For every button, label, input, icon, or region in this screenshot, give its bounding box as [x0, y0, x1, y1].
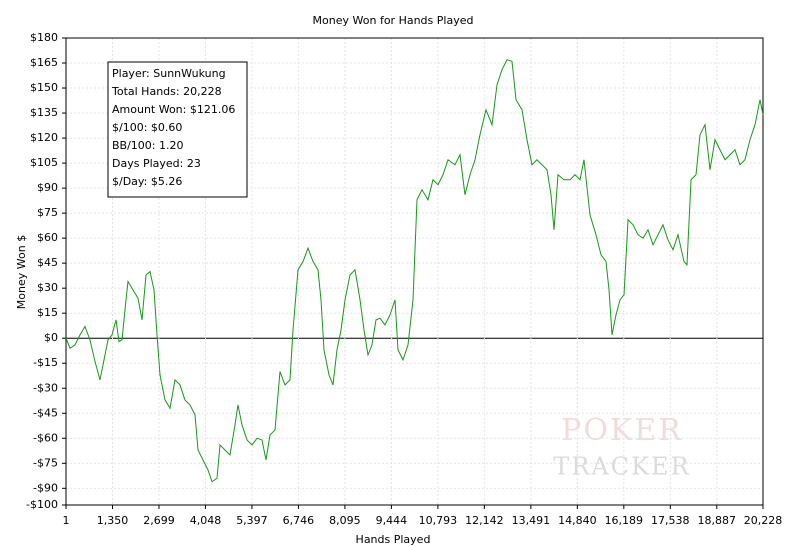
y-tick-label: $0: [44, 331, 58, 344]
info-line: $/100: $0.60: [112, 121, 182, 134]
y-tick-label: -$100: [26, 498, 58, 511]
x-tick-label: 2,699: [143, 514, 175, 527]
x-tick-label: 17,538: [651, 514, 690, 527]
x-tick-label: 16,189: [605, 514, 644, 527]
x-tick-label: 1: [63, 514, 70, 527]
x-tick-label: 10,793: [419, 514, 458, 527]
watermark: POKER TRACKER: [553, 413, 690, 481]
y-tick-label: -$60: [33, 431, 58, 444]
x-tick-label: 5,397: [236, 514, 268, 527]
x-axis-label: Hands Played: [356, 533, 431, 546]
x-tick-label: 4,048: [190, 514, 222, 527]
y-tick-label: $135: [30, 106, 58, 119]
y-tick-label: $60: [37, 231, 58, 244]
x-tick-label: 1,350: [97, 514, 129, 527]
y-tick-label: -$75: [33, 456, 58, 469]
info-line: Amount Won: $121.06: [112, 103, 235, 116]
y-tick-label: $120: [30, 131, 58, 144]
info-line: Player: SunnWukung: [112, 67, 226, 80]
watermark-text: POKER: [561, 413, 683, 448]
y-tick-label: $30: [37, 281, 58, 294]
y-tick-label: $105: [30, 156, 58, 169]
y-axis-label: Money Won $: [15, 235, 28, 309]
data-line: [65, 59, 764, 483]
chart-title: Money Won for Hands Played: [313, 14, 474, 27]
y-tick-label: -$45: [33, 406, 58, 419]
y-tick-label: $45: [37, 256, 58, 269]
y-tick-label: -$30: [33, 381, 58, 394]
x-tick-label: 9,444: [376, 514, 408, 527]
y-tick-label: $15: [37, 306, 58, 319]
info-line: Total Hands: 20,228: [111, 85, 222, 98]
watermark-text: TRACKER: [553, 453, 690, 481]
info-line: Days Played: 23: [112, 157, 201, 170]
plot-frame: [65, 37, 764, 506]
x-tick-label: 13,491: [512, 514, 551, 527]
info-box: Player: SunnWukung Total Hands: 20,228 Amo…: [107, 61, 248, 198]
y-tick-label: -$90: [33, 481, 58, 494]
x-tick-label: 6,746: [283, 514, 315, 527]
y-tick-label: $165: [30, 56, 58, 69]
x-tick-label: 20,228: [744, 514, 783, 527]
x-tick-label: 12,142: [465, 514, 504, 527]
x-tick-label: 18,887: [698, 514, 737, 527]
y-tick-label: $180: [30, 31, 58, 44]
y-tick-label: -$15: [33, 356, 58, 369]
info-box-frame: [107, 61, 248, 198]
y-tick-label: $75: [37, 206, 58, 219]
y-tick-label: $150: [30, 81, 58, 94]
x-tick-label: 8,095: [329, 514, 361, 527]
x-tick-label: 14,840: [558, 514, 597, 527]
info-line: $/Day: $5.26: [112, 175, 182, 188]
info-line: BB/100: 1.20: [112, 139, 184, 152]
y-tick-label: $90: [37, 181, 58, 194]
